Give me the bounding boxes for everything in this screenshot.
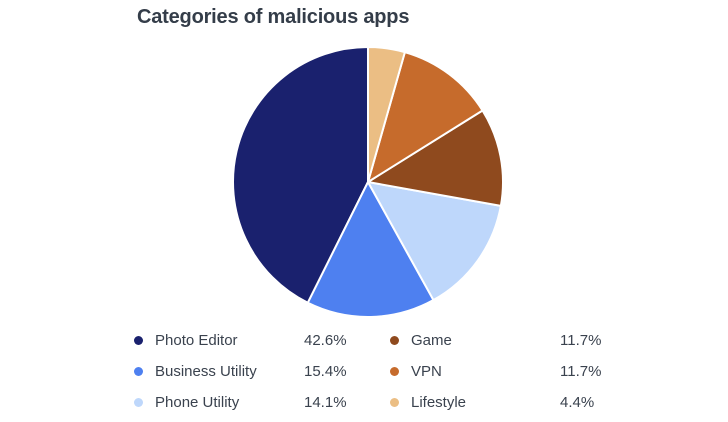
legend-label: Lifestyle — [411, 393, 467, 411]
legend-dot-vpn — [390, 366, 399, 376]
pie-slice-photo-editor — [232, 46, 369, 304]
legend-value: 11.7% — [560, 331, 602, 349]
legend-label: Business Utility — [155, 362, 257, 380]
legend-dot-game — [390, 335, 399, 345]
pie-slice-lifestyle — [367, 46, 406, 183]
legend-value: 15.4% — [304, 362, 347, 380]
legend-value: 14.1% — [304, 393, 347, 411]
pie-slice-business-utility — [306, 181, 435, 318]
legend-label: Phone Utility — [155, 393, 240, 411]
legend-item-photo-editor: Photo Editor 42.6% — [132, 329, 364, 351]
legend-value: 11.7% — [560, 362, 602, 380]
legend-item-phone-utility: Phone Utility 14.1% — [132, 391, 364, 413]
legend-dot-phone-utility — [134, 397, 143, 407]
legend-item-game: Game 11.7% — [388, 329, 620, 351]
pie-chart — [232, 46, 504, 318]
pie-slice-phone-utility — [367, 181, 502, 302]
legend-label: Game — [411, 331, 452, 349]
legend-dot-photo-editor — [134, 335, 143, 345]
legend-item-vpn: VPN 11.7% — [388, 360, 620, 382]
legend-item-lifestyle: Lifestyle 4.4% — [388, 391, 620, 413]
chart-title: Categories of malicious apps — [137, 6, 410, 28]
legend: Photo Editor 42.6% Business Utility 15.4… — [132, 329, 620, 413]
legend-value: 42.6% — [304, 331, 347, 349]
legend-value: 4.4% — [560, 393, 595, 411]
legend-dot-lifestyle — [390, 397, 399, 407]
legend-label: Photo Editor — [155, 331, 238, 349]
legend-label: VPN — [411, 362, 442, 380]
legend-item-business-utility: Business Utility 15.4% — [132, 360, 364, 382]
pie-slice-game — [367, 109, 504, 207]
legend-dot-business-utility — [134, 366, 143, 376]
